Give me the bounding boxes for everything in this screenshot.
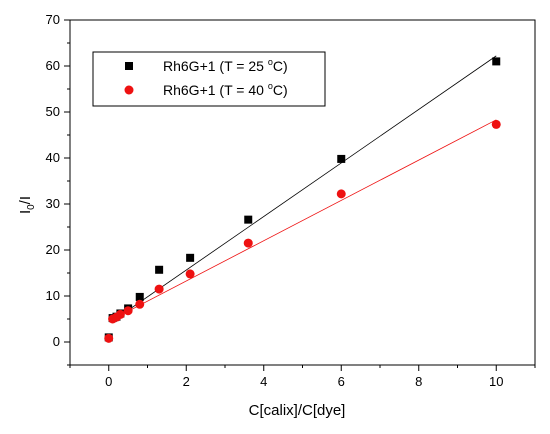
x-tick-label: 0	[105, 374, 112, 389]
legend: Rh6G+1 (T = 25 oC) Rh6G+1 (T = 40 oC)	[92, 51, 326, 107]
data-point-series-1	[337, 154, 346, 163]
legend-marker-series-1	[125, 62, 133, 70]
data-point-series-2	[154, 284, 164, 294]
legend-label-series-1: Rh6G+1 (T = 25 oC)	[163, 57, 288, 74]
y-tick-label: 40	[46, 150, 60, 165]
data-point-series-1	[135, 292, 144, 301]
legend-box	[92, 51, 326, 107]
data-point-series-1	[244, 215, 253, 224]
y-axis-title-subscript: 0	[26, 204, 37, 210]
data-point-series-2	[491, 119, 501, 129]
legend-marker-series-2	[124, 85, 134, 95]
data-point-series-2	[123, 306, 133, 316]
data-point-series-2	[104, 333, 114, 343]
data-point-series-2	[135, 299, 145, 309]
y-axis-title: I0/I	[17, 196, 37, 214]
data-point-series-2	[115, 309, 125, 319]
fit-line-series-1	[112, 55, 497, 322]
y-tick-label: 10	[46, 288, 60, 303]
y-tick-label: 30	[46, 196, 60, 211]
y-tick-label: 70	[46, 12, 60, 27]
fit-lines	[112, 55, 497, 322]
legend-label-series-2: Rh6G+1 (T = 40 oC)	[163, 81, 288, 98]
data-point-series-1	[186, 253, 195, 262]
y-axis-title-tail: /I	[17, 196, 34, 204]
x-tick-label: 10	[489, 374, 503, 389]
y-tick-label: 60	[46, 58, 60, 73]
x-axis-title: C[calix]/C[dye]	[249, 402, 346, 419]
data-markers	[104, 57, 501, 343]
data-point-series-2	[243, 238, 253, 248]
x-tick-label: 2	[183, 374, 190, 389]
x-tick-label: 4	[260, 374, 267, 389]
y-tick-label: 20	[46, 242, 60, 257]
data-point-series-2	[336, 189, 346, 199]
fit-line-series-2	[112, 119, 497, 320]
y-tick-label: 50	[46, 104, 60, 119]
axes: 0 2 4 6 8 10 0 10 20 30 40 50 60 70	[46, 12, 536, 389]
data-point-series-1	[155, 265, 164, 274]
x-tick-label: 8	[415, 374, 422, 389]
data-point-series-2	[185, 269, 195, 279]
y-tick-label: 0	[53, 334, 60, 349]
y-axis-title-main: I	[17, 210, 34, 214]
data-point-series-1	[492, 57, 501, 66]
x-tick-label: 6	[338, 374, 345, 389]
